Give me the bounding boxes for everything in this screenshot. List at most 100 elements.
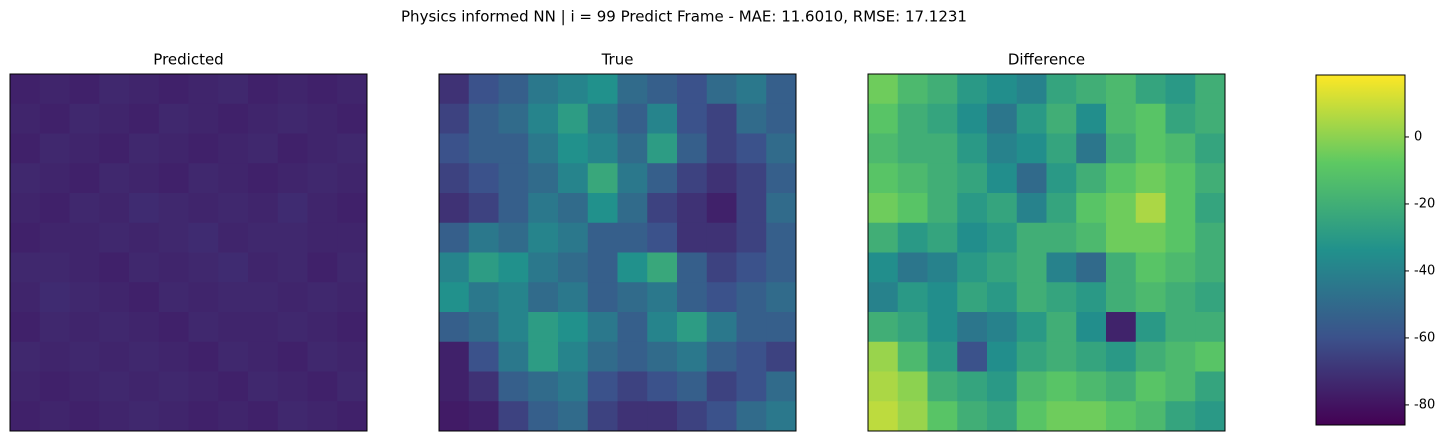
heatmap-cell (1106, 312, 1137, 343)
heatmap-cell (1016, 341, 1047, 372)
heatmap-cell (1046, 163, 1077, 194)
heatmap-cell (277, 74, 308, 105)
heatmap-cell (468, 193, 499, 224)
heatmap-cell (587, 103, 618, 134)
heatmap-cell (987, 103, 1018, 134)
heatmap-cell (1165, 74, 1196, 105)
heatmap-cell (647, 133, 678, 164)
heatmap-cell (39, 282, 70, 313)
heatmap-cell (617, 193, 648, 224)
heatmap-cell (10, 371, 41, 402)
heatmap-cell (897, 163, 928, 194)
heatmap-cell (69, 222, 100, 253)
heatmap-cell (957, 341, 988, 372)
heatmap-cell (558, 74, 589, 105)
heatmap-cell (1016, 282, 1047, 313)
heatmap-cell (1195, 193, 1226, 224)
heatmap-cell (39, 252, 70, 283)
colorbar-tick-label: -20 (1414, 196, 1435, 211)
heatmap-cell (439, 341, 470, 372)
heatmap-cell (1016, 401, 1047, 432)
heatmap-cell (927, 163, 958, 194)
heatmap-cell (1106, 133, 1137, 164)
heatmap-cell (677, 371, 708, 402)
heatmap-cell (647, 193, 678, 224)
heatmap-cell (897, 401, 928, 432)
heatmap-cell (468, 252, 499, 283)
heatmap-cell (987, 341, 1018, 372)
heatmap-cell (498, 312, 529, 343)
heatmap-cell (647, 74, 678, 105)
heatmap-cell (277, 222, 308, 253)
heatmap-cell (528, 163, 559, 194)
heatmap-cell (248, 133, 279, 164)
heatmap-cell (558, 193, 589, 224)
heatmap-cell (677, 74, 708, 105)
heatmap-cell (218, 371, 249, 402)
heatmap-cell (158, 282, 189, 313)
heatmap-cell (897, 133, 928, 164)
heatmap-cell (337, 222, 368, 253)
heatmap-cell (337, 282, 368, 313)
heatmap-cell (10, 222, 41, 253)
heatmap-cell (528, 103, 559, 134)
colorbar (1315, 74, 1406, 426)
heatmap-cell (558, 312, 589, 343)
heatmap-cell (736, 74, 767, 105)
heatmap-cell (987, 133, 1018, 164)
heatmap-cell (129, 401, 160, 432)
heatmap-cell (1076, 312, 1107, 343)
heatmap-cell (587, 341, 618, 372)
heatmap-cell (1016, 252, 1047, 283)
heatmap-cell (868, 371, 899, 402)
heatmap-cell (248, 74, 279, 105)
heatmap-cell (677, 282, 708, 313)
heatmap-cell (439, 133, 470, 164)
heatmap-cell (868, 282, 899, 313)
heatmap-cell (248, 103, 279, 134)
heatmap-cell (158, 371, 189, 402)
heatmap-cell (868, 222, 899, 253)
heatmap-cell (69, 163, 100, 194)
heatmap-cell (218, 282, 249, 313)
heatmap-cell (439, 252, 470, 283)
heatmap-cell (498, 282, 529, 313)
heatmap-cell (188, 312, 219, 343)
heatmap-cell (39, 163, 70, 194)
heatmap-cell (439, 371, 470, 402)
heatmap-cell (218, 163, 249, 194)
heatmap-cell (1106, 401, 1137, 432)
heatmap-cell (10, 252, 41, 283)
heatmap-cell (528, 312, 559, 343)
heatmap-cell (337, 74, 368, 105)
heatmap-cell (558, 371, 589, 402)
heatmap-cell (766, 401, 797, 432)
heatmap-cell (1165, 163, 1196, 194)
heatmap-cell (39, 401, 70, 432)
heatmap-cell (1046, 371, 1077, 402)
heatmap-cell (188, 133, 219, 164)
heatmap-cell (1195, 163, 1226, 194)
heatmap-cell (617, 74, 648, 105)
heatmap-cell (337, 103, 368, 134)
heatmap-cell (1076, 252, 1107, 283)
heatmap-cell (736, 401, 767, 432)
heatmap-cell (439, 74, 470, 105)
heatmap-cell (1016, 163, 1047, 194)
heatmap-cell (158, 163, 189, 194)
heatmap-cell (1076, 401, 1107, 432)
heatmap-cell (468, 341, 499, 372)
heatmap-cell (10, 401, 41, 432)
heatmap-cell (868, 193, 899, 224)
heatmap-cell (39, 312, 70, 343)
heatmap-cell (957, 133, 988, 164)
heatmap-cell (158, 312, 189, 343)
heatmap-cell (957, 103, 988, 134)
heatmap-cell (218, 312, 249, 343)
heatmap-cell (677, 252, 708, 283)
heatmap-cell (558, 341, 589, 372)
heatmap-cell (468, 222, 499, 253)
heatmap-cell (957, 163, 988, 194)
heatmap-cell (558, 163, 589, 194)
